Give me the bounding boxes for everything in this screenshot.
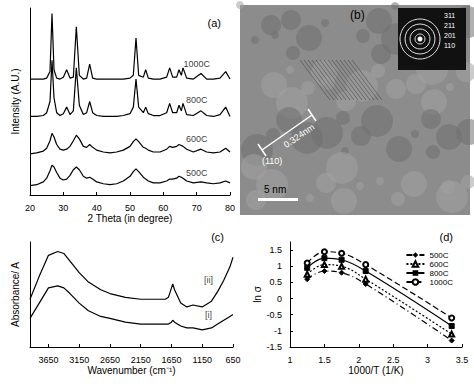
svg-text:600C: 600C [429,260,448,269]
svg-text:-1.5: -1.5 [266,342,282,352]
svg-text:201: 201 [444,32,456,39]
svg-text:311: 311 [444,12,455,19]
svg-text:(b): (b) [350,8,365,22]
svg-text:600C: 600C [186,134,208,144]
svg-text:0: 0 [277,294,282,304]
svg-text:3650: 3650 [38,355,58,365]
svg-text:2: 2 [356,355,361,365]
svg-text:50: 50 [125,203,135,213]
svg-text:1650: 1650 [161,355,181,365]
svg-text:500C: 500C [186,168,208,178]
svg-text:5 nm: 5 nm [264,184,286,195]
svg-text:1000C: 1000C [429,278,453,287]
svg-text:2650: 2650 [100,355,120,365]
svg-text:80: 80 [225,203,235,213]
svg-text:110: 110 [444,42,455,49]
svg-text:0.324nm: 0.324nm [282,122,317,150]
svg-text:ln σ: ln σ [252,285,263,303]
svg-text:1.5: 1.5 [318,355,331,365]
svg-text:3: 3 [425,355,430,365]
svg-text:(c): (c) [211,231,224,243]
svg-text:1: 1 [277,261,282,271]
svg-text:(110): (110) [262,156,282,166]
svg-text:1: 1 [287,355,292,365]
svg-text:500C: 500C [429,251,448,260]
svg-text:3150: 3150 [69,355,89,365]
svg-text:800C: 800C [429,269,448,278]
svg-text:211: 211 [444,22,455,29]
svg-text:Intensity (A.U.): Intensity (A.U.) [10,68,21,134]
svg-text:30: 30 [58,203,68,213]
svg-text:2.5: 2.5 [387,355,400,365]
svg-text:20: 20 [25,203,35,213]
svg-text:2 Theta (in degree): 2 Theta (in degree) [88,213,173,224]
svg-text:60: 60 [158,203,168,213]
svg-text:2150: 2150 [131,355,151,365]
svg-text:800C: 800C [186,95,208,105]
svg-text:(d): (d) [440,231,453,243]
svg-text:650: 650 [225,355,240,365]
svg-text:-0.5: -0.5 [266,310,282,320]
svg-text:[i]: [i] [205,310,212,320]
svg-text:3.5: 3.5 [456,355,469,365]
svg-text:Wavenumber (cm⁻¹): Wavenumber (cm⁻¹) [87,365,175,376]
svg-text:1.5: 1.5 [269,245,282,255]
svg-text:70: 70 [192,203,202,213]
svg-text:(a): (a) [208,17,221,29]
svg-text:Absorbance/ A: Absorbance/ A [10,262,21,327]
svg-text:1000/T (1/K): 1000/T (1/K) [348,365,403,376]
svg-text:40: 40 [92,203,102,213]
svg-text:0.5: 0.5 [269,277,282,287]
svg-text:-1: -1 [274,326,282,336]
svg-text:[ii]: [ii] [204,275,213,285]
svg-text:1000C: 1000C [183,59,210,69]
svg-text:1150: 1150 [193,355,212,365]
